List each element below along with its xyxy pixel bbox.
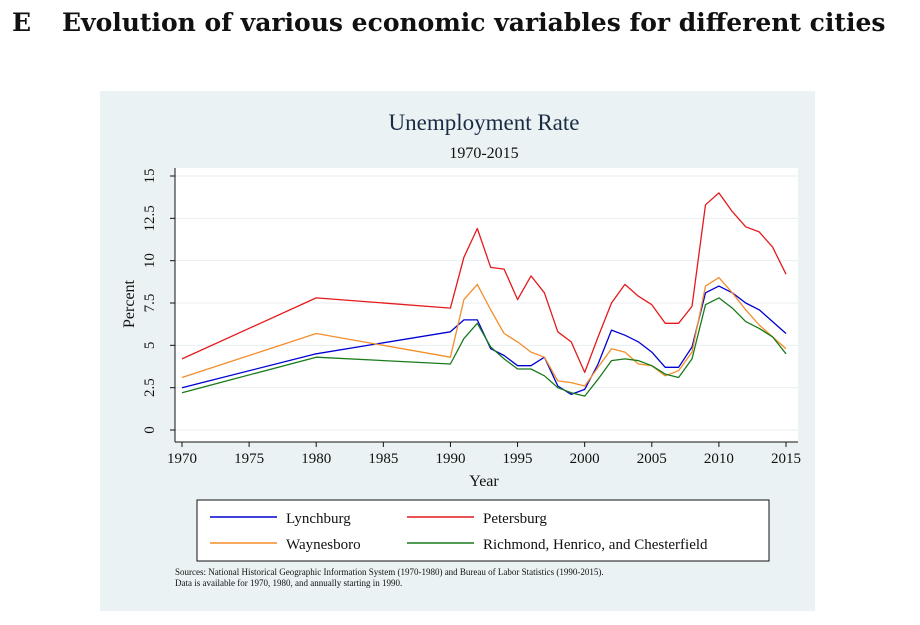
y-tick-label: 0: [142, 426, 158, 434]
sources-line-2: Data is available for 1970, 1980, and an…: [175, 578, 403, 588]
unemployment-chart: Unemployment Rate 1970-2015 0 2.5 5 7.5 10 12…: [121, 110, 801, 562]
legend-label-petersburg: Petersburg: [483, 511, 547, 527]
x-tick-label: 1990: [435, 451, 465, 467]
x-tick-label: 2000: [570, 451, 600, 467]
y-tick-label: 15: [142, 169, 158, 184]
legend: Lynchburg Petersburg Waynesboro Richmond, H…: [196, 499, 770, 562]
series-line-richmond-henrico-and-chesterfield: [181, 297, 787, 397]
y-tick-label: 10: [142, 253, 158, 268]
y-tick-label: 12.5: [142, 205, 158, 231]
x-tick-label: 1980: [301, 451, 331, 467]
sources-line-1: Sources: National Historical Geographic …: [175, 567, 604, 577]
chart-subtitle: 1970-2015: [449, 145, 518, 162]
x-tick-label: 1995: [503, 451, 533, 467]
y-tick-label: 2.5: [142, 378, 158, 397]
y-axis-label: Percent: [121, 279, 138, 328]
axes: 0 2.5 5 7.5 10 12.5 15 1970 1975 1980 1985 1990 1995…: [142, 168, 801, 467]
x-tick-label: 2005: [637, 451, 667, 467]
y-tick-label: 5: [142, 342, 158, 350]
x-tick-label: 1985: [368, 451, 398, 467]
figure-heading: E Evolution of various economic variables…: [12, 8, 885, 37]
figure-letter: E: [12, 8, 32, 37]
series-line-petersburg: [181, 192, 787, 374]
x-tick-label: 2015: [771, 451, 801, 467]
x-tick-label: 1970: [167, 451, 197, 467]
x-tick-label: 2010: [704, 451, 734, 467]
chart-panel: Unemployment Rate 1970-2015 0 2.5 5 7.5 10 12…: [100, 91, 815, 611]
figure-heading-text: Evolution of various economic variables …: [62, 8, 886, 37]
y-tick-label: 7.5: [142, 294, 158, 313]
plot-area: [175, 168, 798, 442]
series-lines: [181, 192, 787, 397]
chart-title: Unemployment Rate: [389, 110, 580, 135]
x-axis-label: Year: [469, 473, 499, 490]
legend-label-waynesboro: Waynesboro: [286, 537, 361, 553]
sources-note: Sources: National Historical Geographic …: [175, 567, 604, 589]
legend-label-richmond-henrico-and-chesterfield: Richmond, Henrico, and Chesterfield: [483, 537, 708, 553]
legend-label-lynchburg: Lynchburg: [286, 511, 351, 527]
series-line-waynesboro: [181, 276, 787, 387]
x-tick-label: 1975: [234, 451, 264, 467]
legend-box: [196, 499, 770, 562]
